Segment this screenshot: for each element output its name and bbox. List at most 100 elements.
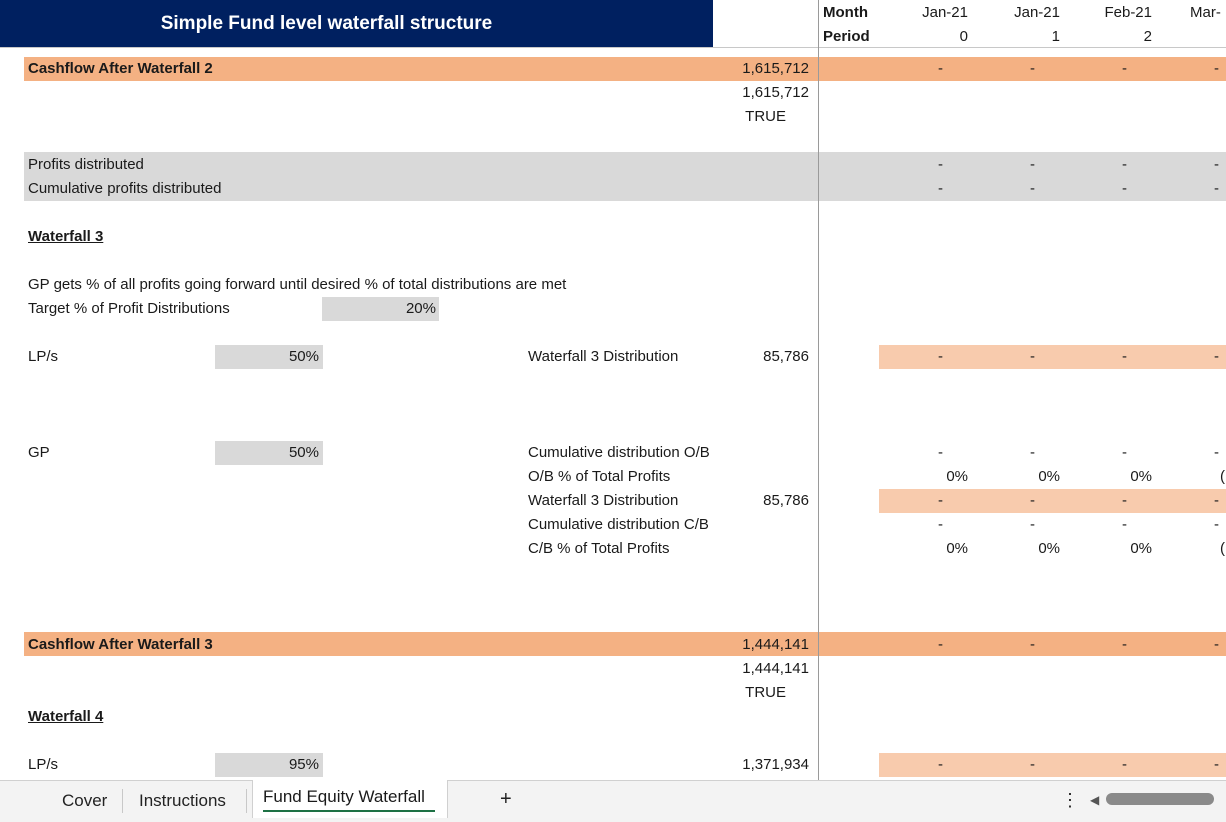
cf2-band	[24, 57, 1226, 81]
cf3-cell-1[interactable]: -	[938, 636, 943, 653]
wf3-ob-pct-label[interactable]: O/B % of Total Profits	[528, 468, 671, 485]
cf3-label[interactable]: Cashflow After Waterfall 3	[28, 636, 213, 653]
wf3-lp-label[interactable]: LP/s	[28, 348, 59, 365]
cf3-check-flag[interactable]: TRUE	[745, 684, 786, 701]
wf3-lp-dist-cell-1[interactable]: -	[938, 348, 943, 365]
cumulative-profits-cell-2[interactable]: -	[1030, 180, 1035, 197]
wf4-lp-input-bg	[215, 753, 323, 777]
cf3-check-value[interactable]: 1,444,141	[742, 660, 809, 677]
wf3-lp-dist-cell-2[interactable]: -	[1030, 348, 1035, 365]
wf3-ob-pct-cell-1[interactable]: 0%	[946, 468, 968, 485]
wf3-lp-dist-label[interactable]: Waterfall 3 Distribution	[528, 348, 679, 365]
profits-distributed-cell-2[interactable]: -	[1030, 156, 1035, 173]
profits-distributed-cell-3[interactable]: -	[1122, 156, 1127, 173]
wf3-cum-ob-cell-2[interactable]: -	[1030, 444, 1035, 461]
header-month-2: Jan-21	[1014, 4, 1060, 21]
scroll-left-icon[interactable]: ◀	[1090, 793, 1100, 807]
cumulative-profits-cell-3[interactable]: -	[1122, 180, 1127, 197]
wf4-lp-cell-3[interactable]: -	[1122, 756, 1127, 773]
cumulative-profits-label[interactable]: Cumulative profits distributed	[28, 180, 222, 197]
wf3-gp-dist-value[interactable]: 85,786	[763, 492, 809, 509]
wf4-lp-label[interactable]: LP/s	[28, 756, 59, 773]
wf4-lp-value[interactable]: 1,371,934	[742, 756, 809, 773]
wf3-gp-dist-cell-2[interactable]: -	[1030, 492, 1035, 509]
cf3-cell-2[interactable]: -	[1030, 636, 1035, 653]
wf3-gp-dist-cell-4[interactable]: -	[1214, 492, 1219, 509]
header-period-3: 2	[1143, 28, 1152, 45]
tab-fund-equity-waterfall-label: Fund Equity Waterfall	[263, 787, 425, 806]
wf3-cum-cb-cell-2[interactable]: -	[1030, 516, 1035, 533]
cumulative-profits-cell-4[interactable]: -	[1214, 180, 1219, 197]
wf3-lp-pct[interactable]: 50%	[288, 348, 319, 365]
wf3-cb-pct-cell-2[interactable]: 0%	[1038, 540, 1060, 557]
wf3-gp-label[interactable]: GP	[28, 444, 50, 461]
wf3-heading[interactable]: Waterfall 3	[28, 228, 104, 245]
tab-instructions[interactable]: Instructions	[139, 791, 226, 810]
profits-band	[24, 152, 1226, 201]
wf3-cum-cb-label[interactable]: Cumulative distribution C/B	[528, 516, 709, 533]
wf3-cum-cb-cell-4[interactable]: -	[1214, 516, 1219, 533]
profits-distributed-cell-4[interactable]: -	[1214, 156, 1219, 173]
wf4-lp-pct[interactable]: 95%	[288, 756, 319, 773]
cf2-cell-4[interactable]: -	[1214, 60, 1219, 77]
wf3-gp-dist-cell-1[interactable]: -	[938, 492, 943, 509]
cf3-cell-3[interactable]: -	[1122, 636, 1127, 653]
wf3-cum-ob-cell-4[interactable]: -	[1214, 444, 1219, 461]
cf2-check-flag[interactable]: TRUE	[745, 108, 786, 125]
cf2-label[interactable]: Cashflow After Waterfall 2	[28, 60, 213, 77]
wf3-note[interactable]: GP gets % of all profits going forward u…	[28, 276, 567, 293]
wf3-gp-dist-cell-3[interactable]: -	[1122, 492, 1127, 509]
tab-separator	[246, 789, 247, 813]
header-period-label: Period	[823, 28, 870, 45]
wf3-cum-ob-cell-1[interactable]: -	[938, 444, 943, 461]
header-month-4: Mar-	[1190, 4, 1221, 21]
wf3-gp-dist-label[interactable]: Waterfall 3 Distribution	[528, 492, 679, 509]
wf3-lp-dist-cell-4[interactable]: -	[1214, 348, 1219, 365]
cf2-cell-1[interactable]: -	[938, 60, 943, 77]
wf3-cb-pct-cell-4[interactable]: (	[1220, 540, 1225, 557]
header-period-1: 0	[959, 28, 968, 45]
wf3-lp-dist-value[interactable]: 85,786	[763, 348, 809, 365]
cumulative-profits-cell-1[interactable]: -	[938, 180, 943, 197]
wf3-gp-dist-band	[879, 489, 1226, 513]
cf2-cell-2[interactable]: -	[1030, 60, 1035, 77]
wf3-cum-ob-label[interactable]: Cumulative distribution O/B	[528, 444, 710, 461]
sheet-tab-bar: Cover Instructions Fund Equity Waterfall…	[0, 780, 1226, 822]
wf3-cum-cb-cell-3[interactable]: -	[1122, 516, 1127, 533]
cf3-band	[24, 632, 1226, 656]
wf3-ob-pct-cell-3[interactable]: 0%	[1130, 468, 1152, 485]
wf3-cum-ob-cell-3[interactable]: -	[1122, 444, 1127, 461]
header-divider	[0, 47, 1226, 48]
cf2-cell-3[interactable]: -	[1122, 60, 1127, 77]
tab-cover[interactable]: Cover	[62, 791, 108, 810]
wf3-ob-pct-cell-2[interactable]: 0%	[1038, 468, 1060, 485]
wf4-lp-cell-1[interactable]: -	[938, 756, 943, 773]
profits-distributed-label[interactable]: Profits distributed	[28, 156, 144, 173]
wf3-target-label[interactable]: Target % of Profit Distributions	[28, 300, 230, 317]
horizontal-scrollbar-thumb[interactable]	[1106, 793, 1214, 805]
more-options-icon[interactable]: ⋮	[1061, 790, 1079, 810]
wf3-lp-dist-cell-3[interactable]: -	[1122, 348, 1127, 365]
header-month-3: Feb-21	[1104, 4, 1152, 21]
wf4-heading[interactable]: Waterfall 4	[28, 708, 104, 725]
wf4-lp-cell-4[interactable]: -	[1214, 756, 1219, 773]
wf3-target-value[interactable]: 20%	[405, 300, 436, 317]
cf3-cell-4[interactable]: -	[1214, 636, 1219, 653]
cf2-check-value[interactable]: 1,615,712	[742, 84, 809, 101]
cf3-value[interactable]: 1,444,141	[742, 636, 809, 653]
tab-fund-equity-waterfall[interactable]: Fund Equity Waterfall	[252, 780, 448, 818]
cf2-value[interactable]: 1,615,712	[742, 60, 809, 77]
wf3-ob-pct-cell-4[interactable]: (	[1220, 468, 1225, 485]
sheet-title: Simple Fund level waterfall structure	[160, 12, 493, 34]
wf3-cb-pct-cell-1[interactable]: 0%	[946, 540, 968, 557]
wf3-cb-pct-label[interactable]: C/B % of Total Profits	[528, 540, 670, 557]
wf3-cum-cb-cell-1[interactable]: -	[938, 516, 943, 533]
header-month-1: Jan-21	[922, 4, 968, 21]
add-sheet-button[interactable]: +	[500, 788, 512, 810]
profits-distributed-cell-1[interactable]: -	[938, 156, 943, 173]
wf3-gp-pct[interactable]: 50%	[288, 444, 319, 461]
wf3-target-input-bg	[322, 297, 439, 321]
wf3-cb-pct-cell-3[interactable]: 0%	[1130, 540, 1152, 557]
wf3-lp-input-bg	[215, 345, 323, 369]
wf4-lp-cell-2[interactable]: -	[1030, 756, 1035, 773]
